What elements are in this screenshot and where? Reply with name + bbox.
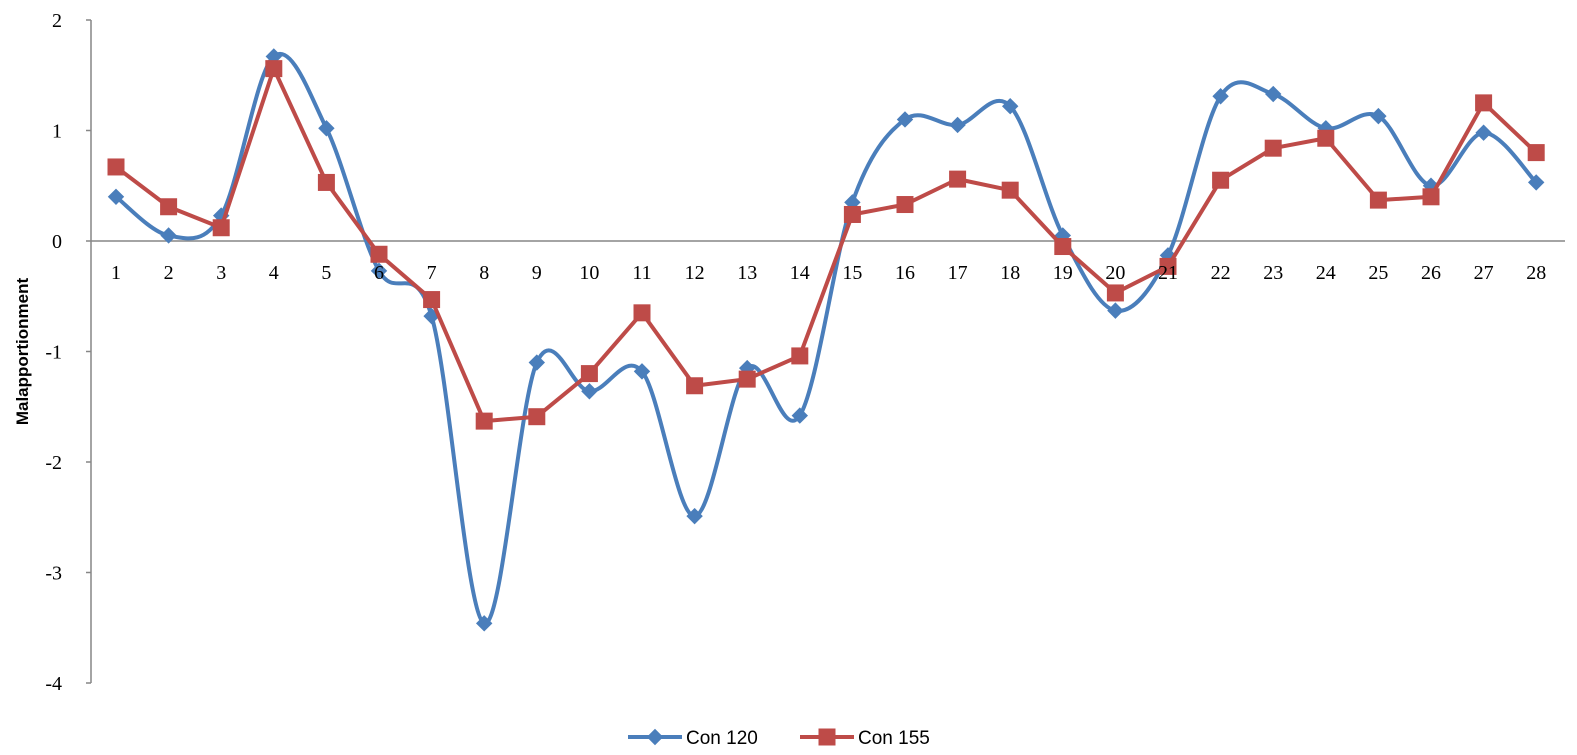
x-tick-label: 23	[1263, 262, 1283, 284]
legend-item-2: Con 155	[800, 728, 930, 749]
square-marker	[1212, 171, 1230, 189]
y-axis-tick-marks	[86, 19, 91, 684]
square-marker	[1159, 257, 1177, 275]
square-marker	[317, 173, 335, 191]
diamond-marker	[633, 363, 651, 380]
x-tick-label: 19	[1053, 262, 1073, 284]
square-marker	[212, 219, 230, 237]
diamond-marker	[107, 188, 125, 206]
y-tick-label: -1	[45, 342, 62, 364]
legend-marker	[818, 728, 836, 746]
x-tick-label: 24	[1316, 262, 1336, 284]
y-tick-label: -2	[45, 452, 62, 474]
y-tick-label: -3	[45, 563, 62, 585]
square-marker	[580, 365, 598, 383]
x-tick-label: 26	[1421, 262, 1441, 284]
series-line	[114, 66, 1538, 424]
square-marker	[843, 205, 861, 223]
square-marker	[633, 304, 651, 322]
x-tick-label: 14	[790, 262, 810, 284]
square-marker	[1264, 139, 1282, 157]
y-axis-title: Malapportionment	[13, 278, 32, 426]
diamond-marker	[686, 507, 703, 525]
diamond-marker	[896, 111, 914, 128]
diamond-marker	[1264, 85, 1282, 103]
diamond-marker	[318, 120, 335, 137]
x-tick-label: 4	[269, 262, 279, 284]
square-marker	[423, 291, 441, 309]
x-tick-label: 28	[1526, 262, 1546, 284]
square-marker	[1422, 188, 1440, 206]
x-tick-label: 22	[1211, 262, 1231, 284]
legend-label: Con 120	[686, 728, 758, 749]
y-tick-label: 1	[52, 121, 62, 143]
square-marker	[160, 198, 178, 216]
x-tick-label: 18	[1000, 262, 1020, 284]
x-tick-label: 2	[164, 262, 174, 284]
x-tick-label: 16	[895, 262, 915, 284]
square-marker	[686, 377, 704, 395]
diamond-marker	[1212, 88, 1229, 105]
square-marker	[107, 158, 125, 176]
diamond-marker	[1527, 174, 1545, 191]
legend-item-1: Con 120	[628, 728, 758, 749]
x-tick-label: 1	[111, 262, 121, 284]
square-marker	[1369, 191, 1387, 209]
diamond-marker	[1107, 302, 1124, 319]
square-marker	[791, 347, 809, 365]
series-2	[107, 60, 1545, 430]
series-layer	[107, 48, 1545, 632]
x-tick-label: 20	[1105, 262, 1125, 284]
square-marker	[1475, 94, 1493, 112]
square-marker	[1001, 181, 1019, 199]
x-tick-label: 25	[1368, 262, 1388, 284]
square-marker	[475, 412, 493, 430]
x-tick-label: 12	[685, 262, 705, 284]
diamond-marker	[528, 354, 546, 371]
x-tick-label: 21	[1158, 262, 1178, 284]
square-marker	[896, 196, 914, 214]
legend: Con 120 Con 155	[628, 728, 930, 749]
x-tick-label: 3	[216, 262, 226, 284]
square-marker	[265, 60, 283, 78]
diamond-marker	[791, 407, 809, 424]
x-tick-label: 13	[737, 262, 757, 284]
x-axis-tick-labels: 1 2 3 4 5 6 7 8 9 10 11 12 13 14 15 16 17 18 19 20 21 22 23 24 2…	[111, 262, 1546, 284]
x-tick-label: 15	[842, 262, 862, 284]
x-tick-label: 11	[632, 262, 651, 284]
square-marker	[738, 370, 756, 388]
diamond-marker	[1001, 97, 1019, 115]
y-tick-label: 0	[52, 231, 62, 253]
x-tick-label: 7	[427, 262, 437, 284]
x-tick-label: 8	[479, 262, 489, 284]
square-marker	[949, 170, 967, 188]
square-marker	[1054, 238, 1072, 256]
diamond-marker	[949, 116, 966, 134]
diamond-marker	[475, 615, 493, 632]
diamond-marker	[1475, 124, 1492, 141]
legend-label: Con 155	[858, 728, 930, 749]
y-tick-label: -4	[45, 673, 62, 695]
x-tick-label: 10	[579, 262, 599, 284]
square-marker	[1317, 129, 1335, 147]
x-tick-label: 27	[1474, 262, 1494, 284]
square-marker	[1106, 284, 1124, 302]
x-tick-label: 5	[321, 262, 331, 284]
y-axis-tick-labels: 2 1 0 -1 -2 -3 -4	[45, 10, 62, 695]
diamond-marker	[1370, 107, 1387, 125]
x-tick-label: 6	[374, 262, 384, 284]
square-marker	[370, 245, 388, 263]
x-tick-label: 17	[948, 262, 968, 284]
square-marker	[1527, 144, 1545, 162]
diamond-marker	[160, 227, 177, 244]
legend-marker	[646, 728, 664, 746]
square-marker	[528, 408, 546, 426]
y-tick-label: 2	[52, 10, 62, 32]
diamond-marker	[370, 262, 388, 280]
diamond-marker	[581, 383, 598, 400]
x-tick-label: 9	[532, 262, 542, 284]
